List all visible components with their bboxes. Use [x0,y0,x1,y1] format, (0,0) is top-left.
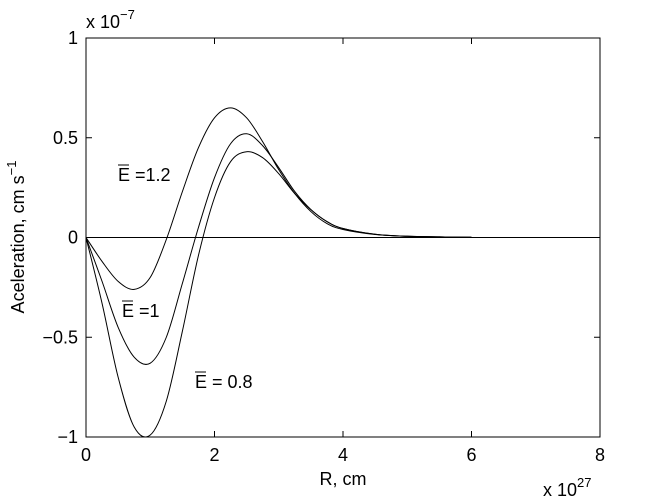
x-tick-label: 4 [338,445,348,465]
y-tick-label: −1 [57,427,78,447]
y-tick-label: 1 [68,28,78,48]
x-tick-label: 8 [595,445,605,465]
y-tick-label: −0.5 [42,327,78,347]
x-tick-label: 2 [209,445,219,465]
x-tick-label: 6 [466,445,476,465]
series-line [85,107,472,290]
y-multiplier-exp: −7 [120,7,135,22]
y-multiplier-base: x 10 [86,12,120,32]
y-axis-label-sup: −1 [4,161,19,176]
y-axis-label-text: Aceleration, cm s [8,175,28,313]
series-line [85,151,472,438]
x-tick-label: 0 [81,445,91,465]
x-axis-label: R, cm [320,469,367,489]
x-multiplier-base: x 10 [543,480,577,500]
annotation: E = 0.8 [195,372,253,392]
y-tick-label: 0.5 [53,128,78,148]
y-tick-label: 0 [68,228,78,248]
annotation: E =1.2 [118,165,171,185]
y-axis-label: Aceleration, cm s−1 [4,161,28,314]
y-multiplier: x 10−7 [86,7,135,32]
x-multiplier: x 1027 [543,475,592,500]
annotation: E =1 [122,301,160,321]
x-multiplier-exp: 27 [577,475,591,490]
